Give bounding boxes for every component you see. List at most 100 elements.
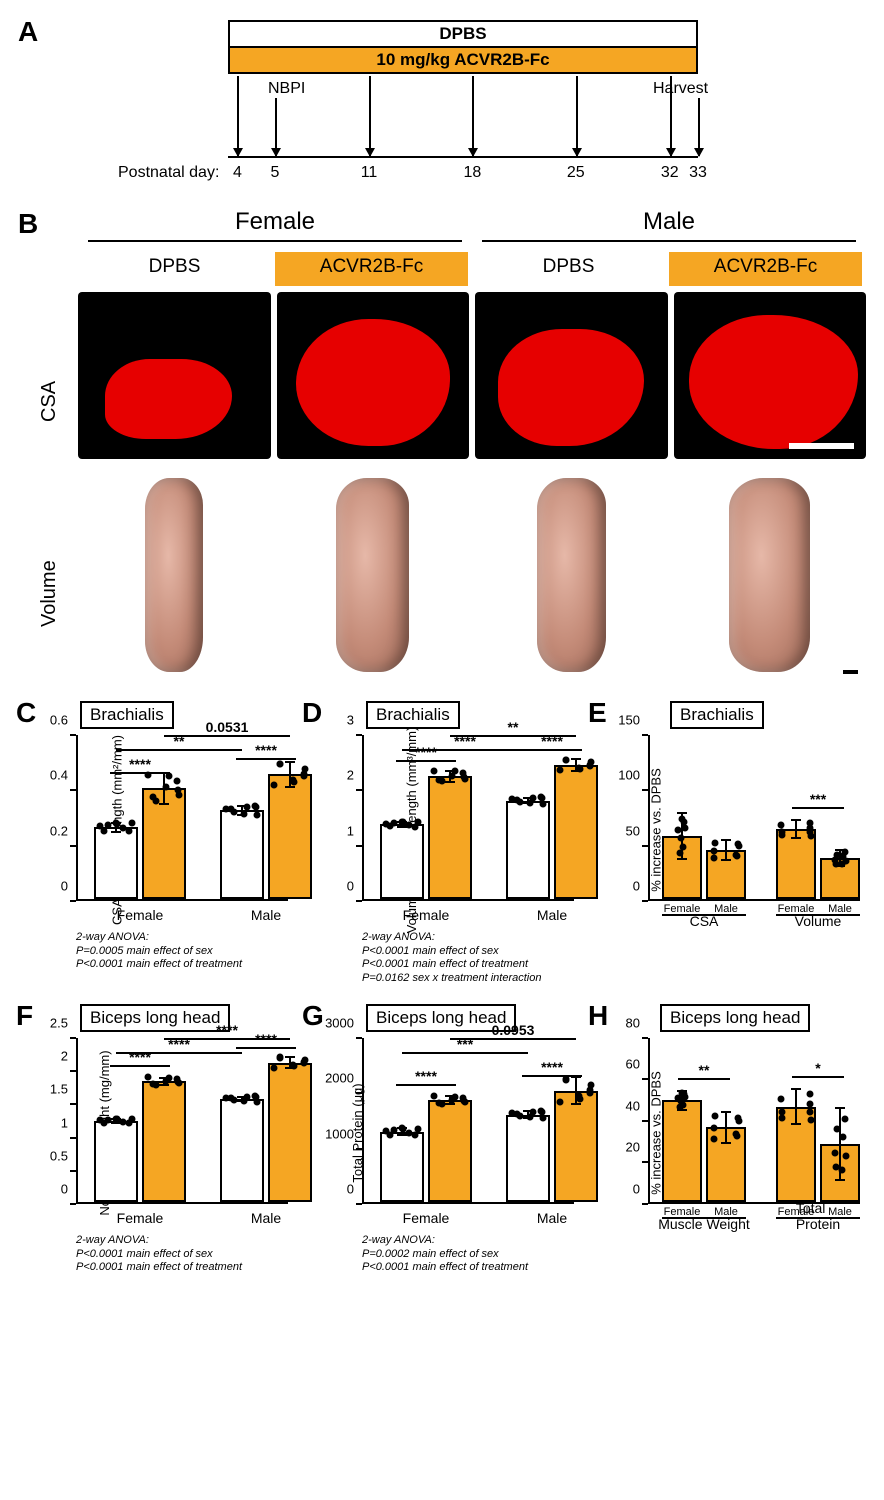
panel-c-letter: C bbox=[16, 697, 36, 729]
timeline-day: 4 bbox=[233, 164, 242, 182]
timeline-arrow bbox=[576, 76, 578, 156]
timeline-dpbs-box: DPBS bbox=[228, 20, 698, 48]
panel-a: A DPBS 10 mg/kg ACVR2B-Fc NBPI Harvest P… bbox=[18, 16, 866, 196]
x-group-label: Female bbox=[403, 1210, 450, 1226]
significance-marker: **** bbox=[216, 1022, 238, 1038]
significance-marker: ** bbox=[508, 719, 519, 735]
timeline: DPBS 10 mg/kg ACVR2B-Fc bbox=[228, 20, 698, 74]
significance-marker: * bbox=[815, 1060, 820, 1076]
chart-e-title: Brachialis bbox=[670, 701, 764, 729]
significance-marker: ** bbox=[699, 1062, 710, 1078]
bar bbox=[142, 1081, 186, 1202]
x-group-label: CSA bbox=[690, 913, 719, 929]
bar bbox=[506, 801, 550, 899]
chart-c: C Brachialis CSA/Humerus Length (mm²/mm)… bbox=[18, 701, 294, 986]
csa-image bbox=[475, 292, 668, 459]
bar bbox=[220, 810, 264, 899]
significance-marker: **** bbox=[415, 1068, 437, 1084]
chart-e: E Brachialis % increase vs. DPBS05010015… bbox=[590, 701, 866, 986]
timeline-day: 11 bbox=[361, 164, 378, 182]
significance-marker: **** bbox=[255, 742, 277, 758]
bar bbox=[662, 1100, 702, 1202]
significance-marker: **** bbox=[129, 756, 151, 772]
y-tick-label: 2 bbox=[347, 768, 362, 783]
csa-image bbox=[674, 292, 867, 459]
timeline-acvr-box: 10 mg/kg ACVR2B-Fc bbox=[228, 46, 698, 74]
bar bbox=[506, 1115, 550, 1202]
volume-image bbox=[475, 467, 668, 683]
chart-c-title: Brachialis bbox=[80, 701, 174, 729]
significance-marker: **** bbox=[415, 744, 437, 760]
volume-image bbox=[277, 467, 470, 683]
bar bbox=[94, 1121, 138, 1202]
x-group-label: Male bbox=[537, 907, 567, 923]
chart-h: H Biceps long head % increase vs. DPBS02… bbox=[590, 1004, 866, 1275]
y-tick-label: 0 bbox=[347, 1181, 362, 1196]
chart-g: G Biceps long head Total Protein (μg)010… bbox=[304, 1004, 580, 1275]
y-tick-label: 1 bbox=[61, 1115, 76, 1130]
bar bbox=[380, 1132, 424, 1202]
x-group-label: Male bbox=[537, 1210, 567, 1226]
y-tick-label: 2 bbox=[61, 1049, 76, 1064]
timeline-axis bbox=[228, 156, 698, 158]
y-tick-label: 1.5 bbox=[50, 1082, 76, 1097]
panel-f-letter: F bbox=[16, 1000, 33, 1032]
bar bbox=[380, 824, 424, 899]
y-tick-label: 3 bbox=[347, 712, 362, 727]
timeline-day: 32 bbox=[661, 164, 679, 182]
bar bbox=[428, 1100, 472, 1202]
timeline-arrow bbox=[237, 76, 239, 156]
x-group-label: Total Protein bbox=[796, 1200, 840, 1232]
x-group-label: Male bbox=[251, 907, 281, 923]
bar bbox=[94, 827, 138, 899]
female-label: Female bbox=[78, 208, 472, 240]
chart-d-title: Brachialis bbox=[366, 701, 460, 729]
col-dpbs: DPBS bbox=[78, 252, 271, 286]
bar bbox=[142, 788, 186, 899]
col-acvr: ACVR2B-Fc bbox=[669, 252, 862, 286]
chart-f-anova: 2-way ANOVA:P<0.0001 main effect of sexP… bbox=[76, 1234, 294, 1275]
x-group-label: Male bbox=[251, 1210, 281, 1226]
timeline-day: 33 bbox=[689, 164, 707, 182]
chart-f: F Biceps long head Normalized Weight (mg… bbox=[18, 1004, 294, 1275]
chart-g-anova: 2-way ANOVA:P=0.0002 main effect of sexP… bbox=[362, 1234, 580, 1275]
panel-h-letter: H bbox=[588, 1000, 608, 1032]
timeline-arrow bbox=[275, 98, 277, 156]
panel-e-letter: E bbox=[588, 697, 607, 729]
male-label: Male bbox=[472, 208, 866, 240]
y-tick-label: 0 bbox=[61, 1181, 76, 1196]
panel-b: B Female Male DPBS ACVR2B-Fc DPBS ACVR2B… bbox=[18, 208, 866, 683]
bar bbox=[428, 776, 472, 899]
x-group-label: Female bbox=[117, 1210, 164, 1226]
y-tick-label: 2.5 bbox=[50, 1015, 76, 1030]
x-group-label: Female bbox=[403, 907, 450, 923]
panel-d-letter: D bbox=[302, 697, 322, 729]
panel-b-letter: B bbox=[18, 208, 38, 240]
y-tick-label: 1000 bbox=[325, 1126, 362, 1141]
x-group-label: Muscle Weight bbox=[658, 1216, 750, 1232]
panel-a-letter: A bbox=[18, 16, 38, 48]
csa-image-row bbox=[78, 292, 866, 459]
y-tick-label: 1 bbox=[347, 823, 362, 838]
volume-image bbox=[78, 467, 271, 683]
volume-row-label: Volume bbox=[38, 561, 61, 628]
csa-image bbox=[277, 292, 470, 459]
y-tick-label: 2000 bbox=[325, 1071, 362, 1086]
nbpi-label: NBPI bbox=[268, 80, 305, 98]
postnatal-day-label: Postnatal day: bbox=[118, 164, 219, 182]
csa-row-label: CSA bbox=[38, 381, 61, 422]
chart-d: D Brachialis Volume/Humerus Length (mm³/… bbox=[304, 701, 580, 986]
timeline-arrow bbox=[698, 98, 700, 156]
timeline-arrow bbox=[670, 76, 672, 156]
y-tick-label: 0.6 bbox=[50, 712, 76, 727]
significance-marker: *** bbox=[810, 791, 826, 807]
y-tick-label: 0.4 bbox=[50, 768, 76, 783]
bar bbox=[776, 829, 816, 899]
y-tick-label: 0 bbox=[347, 878, 362, 893]
significance-marker: **** bbox=[541, 1059, 563, 1075]
chart-d-anova: 2-way ANOVA:P<0.0001 main effect of sexP… bbox=[362, 931, 580, 986]
timeline-day: 25 bbox=[567, 164, 585, 182]
timeline-arrow bbox=[369, 76, 371, 156]
timeline-day: 18 bbox=[463, 164, 481, 182]
bar bbox=[220, 1099, 264, 1202]
